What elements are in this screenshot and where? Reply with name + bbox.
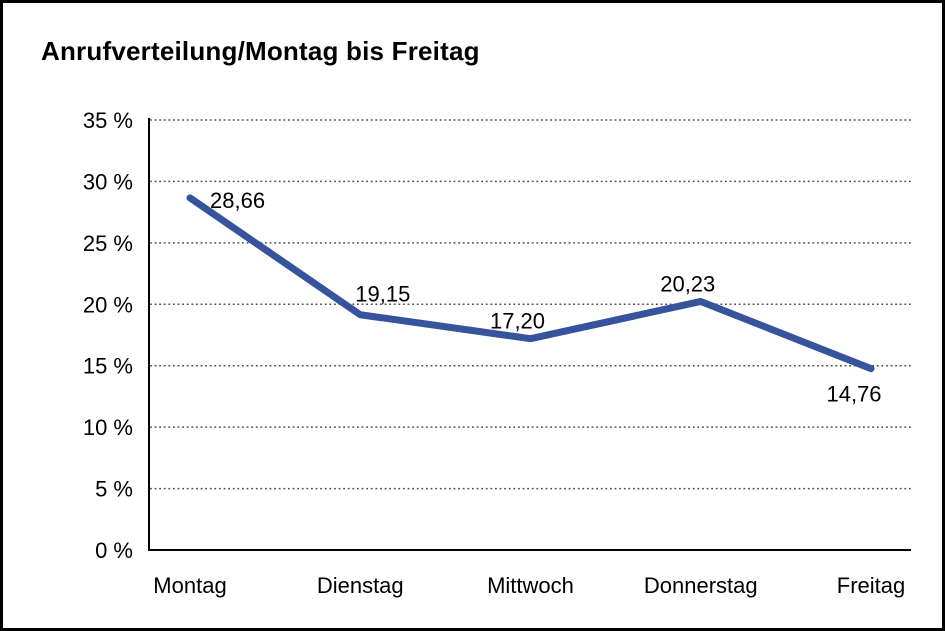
x-category-label: Mittwoch xyxy=(487,573,574,598)
y-tick-label: 30 % xyxy=(83,169,133,194)
data-value-label: 28,66 xyxy=(210,188,265,213)
y-tick-label: 20 % xyxy=(83,292,133,317)
data-line xyxy=(186,194,875,373)
data-value-labels: 28,66 19,15 17,20 20,23 14,76 xyxy=(210,188,882,407)
y-tick-labels: 0 % 5 % 10 % 15 % 20 % 25 % 30 % 35 % xyxy=(83,108,133,563)
chart-title: Anrufverteilung/Montag bis Freitag xyxy=(41,36,480,66)
x-category-label: Freitag xyxy=(837,573,905,598)
y-tick-label: 10 % xyxy=(83,415,133,440)
x-category-label: Donnerstag xyxy=(644,573,758,598)
y-tick-label: 15 % xyxy=(83,354,133,379)
y-tick-label: 5 % xyxy=(95,477,133,502)
y-tick-label: 25 % xyxy=(83,231,133,256)
y-tick-label: 0 % xyxy=(95,538,133,563)
x-category-labels: Montag Dienstag Mittwoch Donnerstag Freitag xyxy=(153,573,905,598)
x-category-label: Montag xyxy=(153,573,226,598)
gridlines xyxy=(150,119,911,490)
data-value-label: 20,23 xyxy=(660,271,715,296)
axes xyxy=(148,118,911,551)
y-tick-label: 35 % xyxy=(83,108,133,133)
line-chart: 0 % 5 % 10 % 15 % 20 % 25 % 30 % 35 % Montag Dien… xyxy=(83,108,911,598)
data-value-label: 17,20 xyxy=(490,309,545,334)
data-value-label: 14,76 xyxy=(826,382,881,407)
x-category-label: Dienstag xyxy=(317,573,404,598)
data-value-label: 19,15 xyxy=(355,282,410,307)
